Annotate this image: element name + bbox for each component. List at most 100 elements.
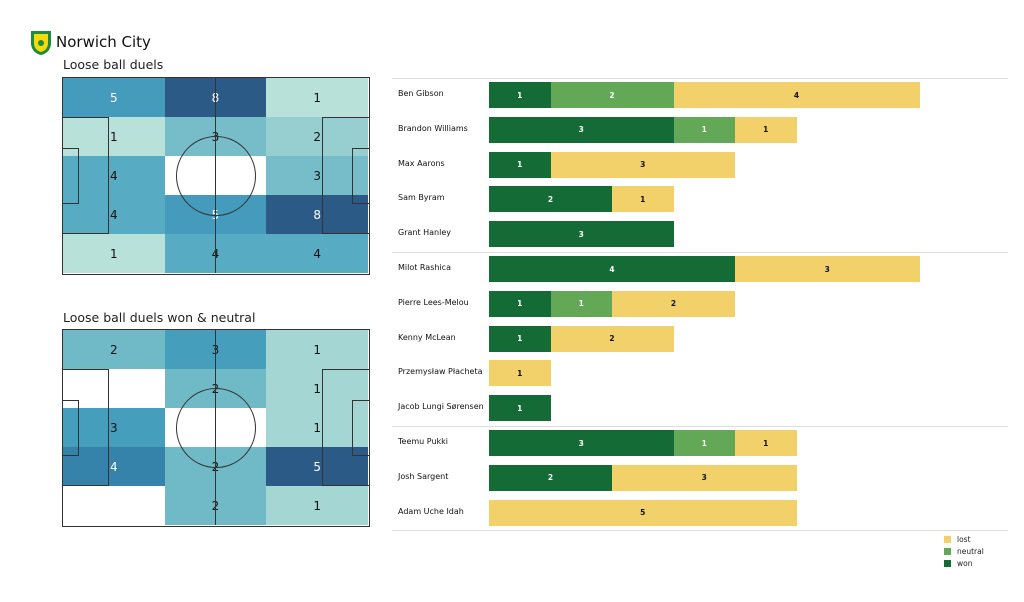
bar-label: 3 bbox=[824, 264, 830, 274]
player-name: Pierre Lees-Melou bbox=[398, 297, 469, 307]
bar-label: 1 bbox=[517, 334, 523, 344]
bar-won: 2 bbox=[489, 464, 612, 491]
heatmap-cell: 1 bbox=[63, 234, 165, 273]
bar-label: 1 bbox=[517, 160, 523, 170]
bar-lost: 1 bbox=[612, 186, 674, 213]
heatmap-cell-value: 1 bbox=[313, 498, 321, 513]
bar-label: 2 bbox=[547, 473, 554, 483]
bar-won: 2 bbox=[489, 186, 612, 213]
bar-neutral: 2 bbox=[550, 82, 674, 108]
heatmap-cell: 2 bbox=[266, 117, 368, 156]
player-name: Ben Gibson bbox=[398, 89, 444, 98]
heatmap-cell: 5 bbox=[266, 447, 368, 486]
legend-won: won bbox=[944, 559, 972, 568]
bar-neutral: 1 bbox=[673, 116, 735, 143]
bar-won: 3 bbox=[489, 221, 674, 248]
bar-won: 1 bbox=[489, 290, 551, 317]
heatmap-cell-value: 1 bbox=[110, 129, 118, 144]
heatmap-cell bbox=[63, 369, 165, 408]
bar-won: 3 bbox=[489, 430, 674, 456]
heatmap-cell-value: 1 bbox=[313, 342, 321, 357]
heatmap-title-1: Loose ball duels bbox=[63, 57, 164, 72]
legend-lost: lost bbox=[944, 535, 971, 544]
bar-label: 1 bbox=[701, 438, 707, 448]
bar-label: 1 bbox=[517, 90, 523, 100]
bar-won: 1 bbox=[489, 151, 551, 178]
right-penalty-area bbox=[322, 369, 369, 486]
heatmap-cell-value: 3 bbox=[313, 168, 321, 183]
bar-lost: 4 bbox=[673, 82, 920, 108]
heatmap-title-2: Loose ball duels won & neutral bbox=[63, 310, 256, 325]
bar-won: 1 bbox=[489, 82, 551, 108]
bar-label: 1 bbox=[640, 194, 646, 204]
bar-label: 3 bbox=[578, 125, 584, 135]
heatmap-cell: 1 bbox=[266, 369, 368, 408]
centre-circle bbox=[176, 136, 256, 216]
heatmap-cell bbox=[63, 486, 165, 525]
heatmap-cell: 3 bbox=[266, 156, 368, 195]
heatmap-cell-value: 5 bbox=[313, 459, 321, 474]
heatmap-cell: 1 bbox=[266, 330, 368, 369]
player-name: Grant Hanley bbox=[398, 228, 452, 238]
bar-won: 1 bbox=[489, 395, 551, 422]
bar-lost: 1 bbox=[735, 430, 797, 456]
left-penalty-area bbox=[62, 117, 109, 234]
heatmap-cell: 4 bbox=[63, 447, 165, 486]
bar-label: 2 bbox=[609, 90, 615, 100]
heatmap-cell: 3 bbox=[63, 408, 165, 447]
bar-lost: 2 bbox=[550, 325, 674, 352]
heatmap-cell: 4 bbox=[266, 234, 368, 273]
bar-label: 1 bbox=[578, 299, 584, 309]
bar-label: 1 bbox=[763, 125, 769, 135]
centre-circle bbox=[176, 388, 256, 468]
right-goal-area bbox=[352, 400, 369, 456]
bar-won: 4 bbox=[489, 256, 735, 282]
legend-swatch-neutral bbox=[944, 548, 951, 555]
bar-label: 1 bbox=[701, 125, 707, 135]
left-penalty-area bbox=[62, 369, 109, 486]
heatmap-cell-value: 1 bbox=[313, 90, 321, 105]
group-separator bbox=[392, 78, 1008, 79]
heatmap-cell-value: 2 bbox=[313, 129, 321, 144]
heatmap-cell: 1 bbox=[266, 78, 368, 117]
left-goal-area bbox=[62, 148, 79, 204]
heatmap-cell: 8 bbox=[266, 195, 368, 234]
heatmap-cell-value: 8 bbox=[313, 207, 321, 222]
legend-swatch-lost bbox=[944, 536, 951, 543]
bar-lost: 3 bbox=[612, 464, 797, 491]
heatmap-cell-value: 1 bbox=[313, 420, 321, 435]
bar-label: 2 bbox=[609, 334, 615, 344]
heatmap-cell-value: 4 bbox=[313, 246, 321, 261]
bar-label: 3 bbox=[578, 438, 584, 448]
bar-lost: 3 bbox=[550, 151, 735, 178]
right-penalty-area bbox=[322, 117, 369, 234]
heatmap-cell-value: 4 bbox=[110, 168, 118, 183]
bar-lost: 1 bbox=[489, 360, 551, 387]
player-name: Przemysław Płacheta bbox=[398, 367, 483, 377]
bar-label: 2 bbox=[670, 299, 677, 309]
player-name: Sam Byram bbox=[398, 193, 445, 203]
bar-label: 1 bbox=[517, 299, 523, 309]
heatmap-cell-value: 1 bbox=[313, 381, 321, 396]
heatmap-cell-value: 5 bbox=[110, 90, 118, 105]
bar-label: 3 bbox=[701, 473, 707, 483]
bar-lost: 3 bbox=[735, 256, 920, 282]
bar-lost: 2 bbox=[612, 290, 735, 317]
heatmap-cell: 4 bbox=[63, 156, 165, 195]
legend-neutral: neutral bbox=[944, 547, 984, 556]
club-crest bbox=[30, 30, 52, 56]
heatmap-cell-value: 3 bbox=[110, 420, 118, 435]
bar-lost: 5 bbox=[489, 499, 797, 526]
bar-won: 3 bbox=[489, 116, 674, 143]
heatmap-cell: 1 bbox=[266, 486, 368, 525]
player-name: Milot Rashica bbox=[398, 263, 451, 272]
heatmap-cell: 1 bbox=[266, 408, 368, 447]
bar-label: 3 bbox=[640, 160, 646, 170]
bar-won: 1 bbox=[489, 325, 551, 352]
player-name: Brandon Williams bbox=[398, 123, 468, 133]
heatmap-cell-value: 4 bbox=[110, 459, 118, 474]
heatmap-cell: 4 bbox=[63, 195, 165, 234]
player-name: Josh Sargent bbox=[398, 471, 449, 481]
